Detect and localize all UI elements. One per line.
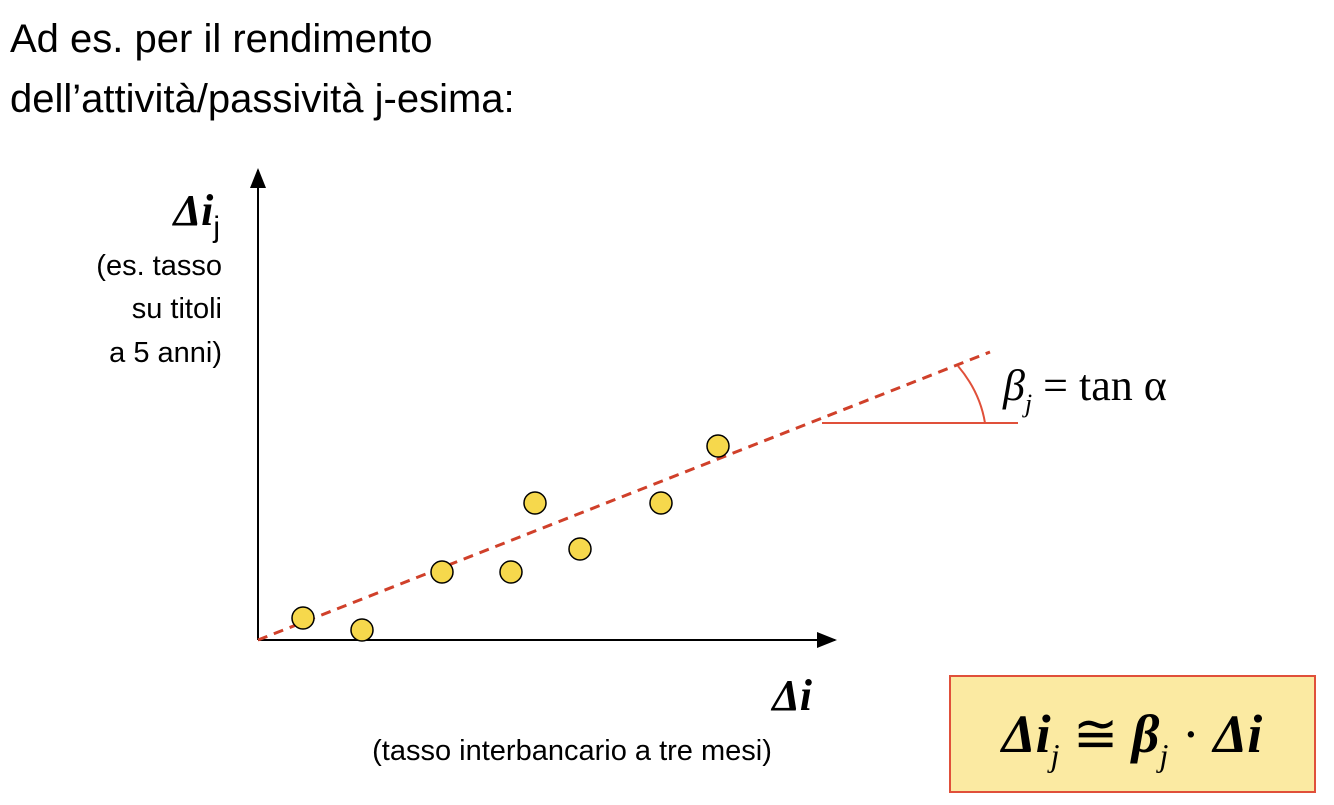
title-line: dell’attività/passività j-esima:: [10, 77, 515, 121]
rhs: Δi: [1211, 704, 1262, 764]
point: [350, 618, 374, 642]
title-line: Ad es. per il rendimento: [10, 17, 432, 61]
point: [649, 491, 673, 515]
point: [706, 434, 730, 458]
angle-arc: [957, 365, 986, 424]
lhs: Δi: [1000, 704, 1051, 764]
point: [430, 560, 454, 584]
y-axis-note: (es. tasso: [96, 250, 222, 282]
symbol: Δi: [172, 186, 215, 235]
x-axis-note: (tasso interbancario a tre mesi): [372, 735, 772, 767]
point: [499, 560, 523, 584]
point: [523, 491, 547, 515]
operator: ·: [1168, 704, 1213, 764]
subscript: j: [1022, 389, 1032, 418]
slope-annotation: βj = tan α: [1002, 361, 1167, 418]
subscript: j: [1155, 737, 1168, 773]
equation-rest: = tan α: [1032, 361, 1167, 410]
x-axis-symbol: Δi: [770, 671, 813, 720]
point: [568, 537, 592, 561]
subscript: j: [212, 211, 220, 244]
regression-line: [257, 350, 991, 642]
points: [291, 434, 730, 642]
y-axis-symbol: Δij: [172, 186, 220, 244]
formula: Δij ≅ βj · Δi: [1000, 704, 1262, 773]
beta: β: [1130, 704, 1160, 764]
point: [291, 606, 315, 630]
subscript: j: [1047, 737, 1060, 773]
beta: β: [1002, 361, 1025, 410]
y-axis-note: su titoli: [132, 293, 222, 325]
y-axis-note: a 5 anni): [109, 337, 222, 369]
relation: ≅: [1060, 704, 1132, 764]
formula-box: [949, 675, 1316, 793]
